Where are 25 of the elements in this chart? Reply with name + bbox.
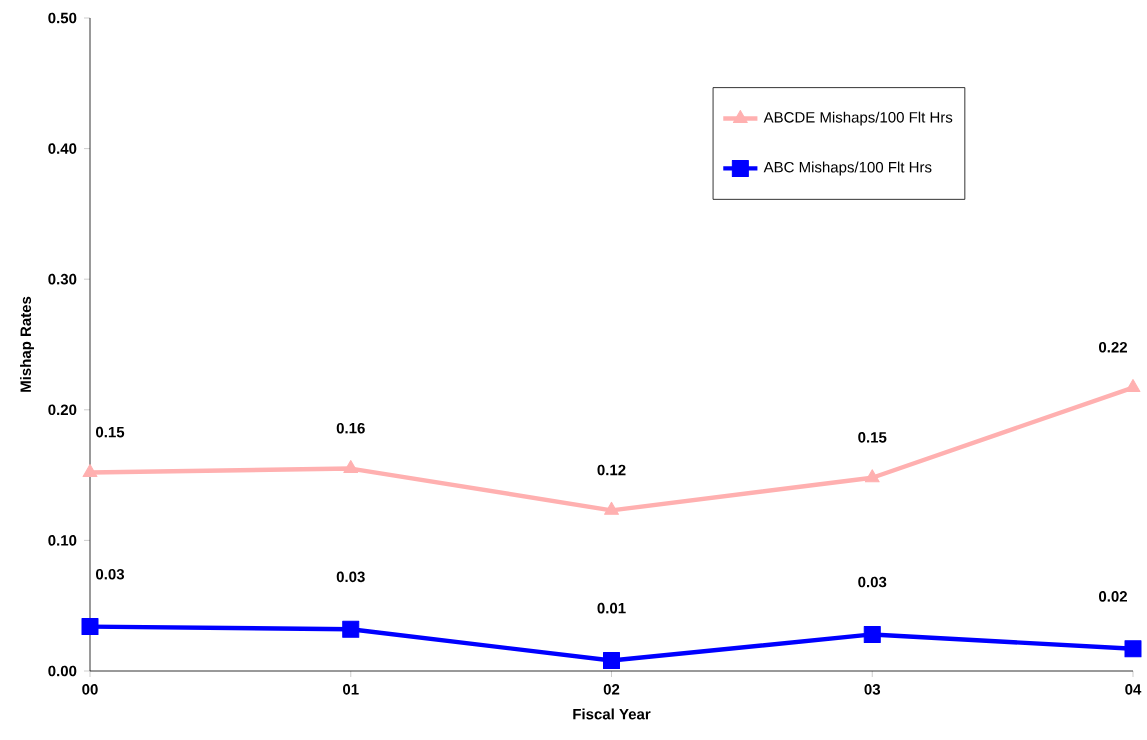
data-label: 0.03 — [858, 576, 887, 588]
legend-label: ABC Mishaps/100 Flt Hrs — [763, 161, 932, 176]
y-tick-label: 0.00 — [48, 665, 77, 677]
data-label: 0.22 — [1099, 341, 1127, 353]
y-tick-label: 0.50 — [48, 12, 77, 24]
data-label: 0.01 — [597, 602, 626, 614]
y-tick-label: 0.10 — [48, 535, 77, 546]
data-label: 0.12 — [597, 464, 626, 476]
x-tick-label: 02 — [603, 684, 620, 695]
x-tick-label: 03 — [864, 684, 881, 695]
x-tick-label: 01 — [343, 684, 359, 695]
x-tick-label: 04 — [1125, 684, 1142, 695]
data-label: 0.16 — [336, 422, 365, 434]
data-label: 0.15 — [858, 432, 887, 443]
y-tick-label: 0.30 — [48, 273, 77, 285]
x-tick-label: 00 — [82, 684, 98, 695]
data-label: 0.15 — [96, 426, 125, 438]
y-tick-label: 0.40 — [48, 143, 77, 154]
data-label: 0.03 — [96, 568, 125, 580]
x-axis-title: Fiscal Year — [573, 708, 651, 720]
legend-label: ABCDE Mishaps/100 Flt Hrs — [763, 111, 953, 126]
y-axis-title: Mishap Rates — [20, 296, 34, 392]
data-label: 0.03 — [336, 571, 365, 583]
y-tick-label: 0.20 — [48, 404, 77, 416]
data-label: 0.02 — [1099, 591, 1127, 602]
